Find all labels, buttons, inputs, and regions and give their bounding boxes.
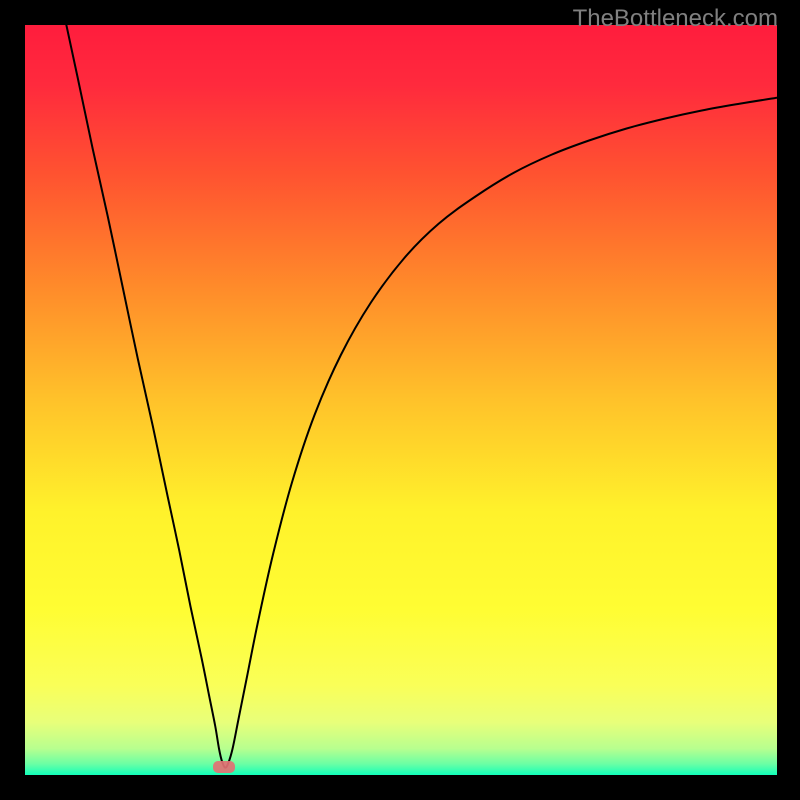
frame: TheBottleneck.com [0,0,800,800]
bottleneck-curve [66,25,777,768]
plot-area [25,25,777,775]
chart-svg [25,25,777,775]
watermark-text: TheBottleneck.com [573,5,778,33]
minimum-marker [213,761,235,773]
